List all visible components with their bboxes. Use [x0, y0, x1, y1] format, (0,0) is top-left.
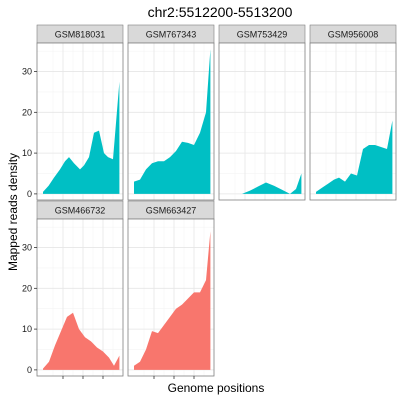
panel-border [127, 42, 215, 201]
panel-border [36, 42, 124, 201]
area-series [134, 231, 211, 370]
facet-panel: GSM767343 [127, 24, 215, 201]
facet-panel: GSM466732 0 10 20 30 [22, 200, 124, 379]
panel-border [127, 218, 215, 377]
facet-panel: GSM663427 [127, 200, 215, 379]
panel-background [219, 43, 305, 200]
panel-border [309, 42, 397, 201]
x-axis-title: Genome positions [168, 381, 265, 395]
facet-panels: GSM818031 0 10 20 30 GSM767343 GSM753429 GSM956… [22, 24, 397, 379]
facet-strip-label: GSM956008 [328, 30, 379, 40]
facet-panel: GSM956008 [309, 24, 397, 201]
area-series [43, 81, 120, 194]
panel-border [36, 218, 124, 377]
panel-border [218, 42, 306, 201]
y-tick-label: 30 [22, 67, 32, 77]
y-tick-label: 0 [27, 365, 32, 375]
y-tick-label: 30 [22, 243, 32, 253]
y-tick-label: 0 [27, 189, 32, 199]
facet-strip-label: GSM818031 [55, 30, 106, 40]
facet-strip-label: GSM753429 [237, 30, 288, 40]
area-series [43, 312, 120, 370]
y-axis-title: Mapped reads density [6, 153, 20, 271]
y-tick-label: 20 [22, 107, 32, 117]
facet-strip-label: GSM663427 [146, 206, 197, 216]
chart-title: chr2:5512200-5513200 [148, 4, 293, 20]
facet-panel: GSM818031 0 10 20 30 [22, 24, 124, 201]
y-tick-label: 20 [22, 283, 32, 293]
area-series [242, 173, 302, 194]
y-tick-label: 10 [22, 148, 32, 158]
facet-panel: GSM753429 [218, 24, 306, 201]
area-series [316, 120, 393, 194]
facet-strip-label: GSM767343 [146, 30, 197, 40]
y-tick-label: 10 [22, 324, 32, 334]
facet-strip-label: GSM466732 [55, 206, 106, 216]
area-series [134, 49, 211, 194]
